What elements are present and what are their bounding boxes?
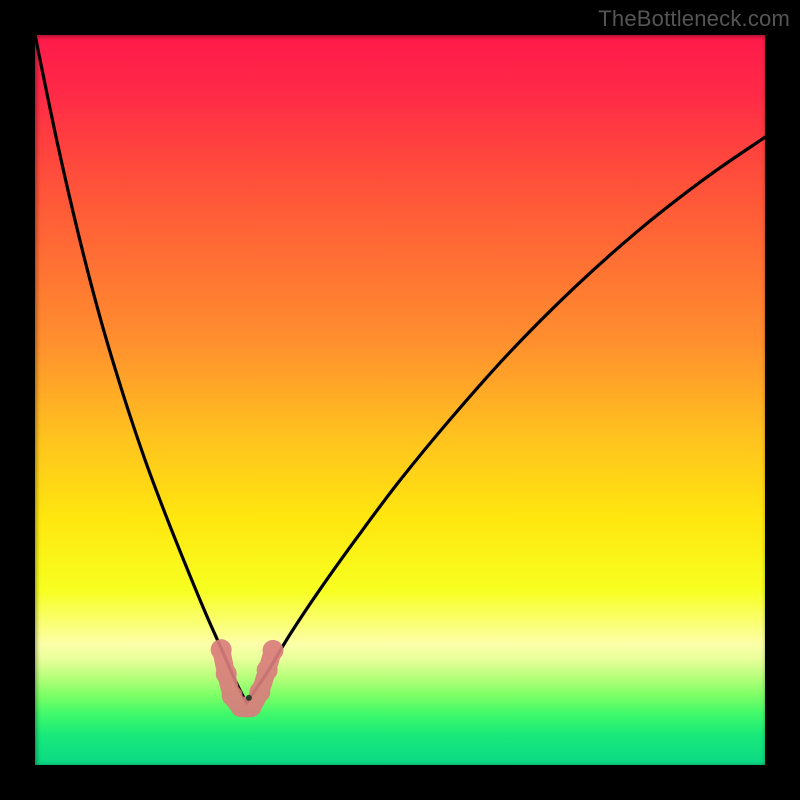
watermark-text: TheBottleneck.com xyxy=(598,6,790,32)
curve-right xyxy=(247,137,765,703)
curve-left xyxy=(35,35,247,703)
chart-curve-layer xyxy=(35,35,765,765)
marker-dot xyxy=(216,663,237,684)
marker-dot xyxy=(257,660,278,681)
plot-area xyxy=(35,35,765,765)
marker-overlay xyxy=(211,639,284,717)
marker-dot xyxy=(211,639,232,660)
plot-frame xyxy=(35,35,765,765)
marker-dot xyxy=(262,640,283,661)
vertex-dot xyxy=(246,695,252,701)
marker-dot xyxy=(249,682,270,703)
